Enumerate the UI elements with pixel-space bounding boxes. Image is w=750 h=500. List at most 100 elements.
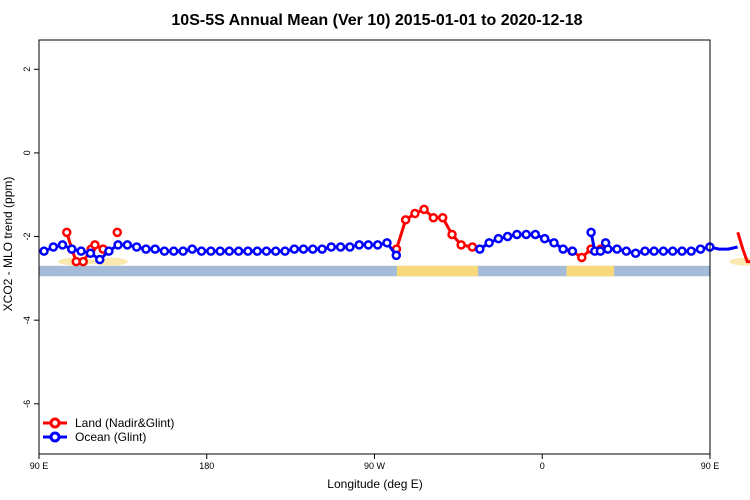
y-tick-label: -4 xyxy=(22,316,32,324)
data-point xyxy=(475,244,485,254)
y-axis-label: XCO2 - MLO trend (ppm) xyxy=(1,177,15,312)
data-point xyxy=(600,238,611,248)
data-point xyxy=(90,240,100,250)
surface-band xyxy=(39,265,710,277)
data-point xyxy=(456,240,466,250)
data-point xyxy=(493,233,504,244)
legend-land-label: Land (Nadir&Glint) xyxy=(75,416,174,430)
y-tick-label: 0 xyxy=(22,150,32,155)
y-axis: 2 0 -2 -4 -6 xyxy=(22,67,39,408)
data-point xyxy=(447,229,457,240)
ocean-band xyxy=(39,265,710,277)
data-point xyxy=(62,227,72,238)
data-point xyxy=(667,246,678,256)
data-point xyxy=(243,246,253,256)
x-tick-label: 0 xyxy=(540,461,545,471)
data-point xyxy=(363,240,374,250)
land-band xyxy=(566,265,615,277)
data-point xyxy=(410,208,420,219)
data-point xyxy=(630,248,641,259)
legend: Land (Nadir&Glint) Ocean (Glint) xyxy=(43,416,174,444)
data-point xyxy=(187,244,197,254)
data-point xyxy=(326,242,337,252)
data-point xyxy=(178,246,188,256)
data-point xyxy=(150,244,160,254)
series-line xyxy=(736,231,750,264)
data-point xyxy=(335,242,346,252)
data-point xyxy=(345,242,355,252)
data-point xyxy=(428,212,439,223)
data-point xyxy=(169,246,179,256)
chart-title: 10S-5S Annual Mean (Ver 10) 2015-01-01 t… xyxy=(171,12,582,29)
data-point xyxy=(549,238,559,248)
x-axis-label: Longitude (deg E) xyxy=(327,477,422,491)
data-point xyxy=(577,252,587,263)
data-point xyxy=(261,246,272,256)
data-point xyxy=(484,238,494,248)
series-ocean xyxy=(39,227,738,265)
data-point xyxy=(67,244,77,254)
data-point xyxy=(612,244,622,254)
data-point xyxy=(521,229,531,240)
data-point xyxy=(233,246,244,256)
y-tick-label: -6 xyxy=(22,400,32,408)
data-point xyxy=(567,246,578,256)
data-point xyxy=(113,240,123,250)
data-point xyxy=(658,246,669,256)
data-point xyxy=(196,246,207,256)
data-point xyxy=(539,233,550,244)
series-land xyxy=(62,204,750,267)
data-point xyxy=(400,215,411,225)
data-point xyxy=(131,242,142,252)
data-point xyxy=(112,227,123,238)
data-point xyxy=(122,240,133,250)
x-tick-label: 90 E xyxy=(30,461,49,471)
data-point xyxy=(530,229,541,240)
data-point xyxy=(586,227,596,238)
data-point xyxy=(298,244,309,254)
data-point xyxy=(141,244,151,254)
data-point xyxy=(85,248,96,259)
land-band xyxy=(396,265,478,277)
data-point xyxy=(467,242,478,252)
data-point xyxy=(437,212,448,223)
data-point xyxy=(224,246,235,256)
data-point xyxy=(48,242,59,252)
data-point xyxy=(502,231,513,242)
data-point xyxy=(270,246,281,256)
data-point xyxy=(280,246,290,256)
data-point xyxy=(95,254,105,265)
data-point xyxy=(391,250,402,261)
data-point xyxy=(512,229,522,240)
x-tick-label: 90 W xyxy=(364,461,386,471)
island-shape xyxy=(729,257,750,266)
data-point xyxy=(57,240,68,250)
data-point xyxy=(621,246,632,256)
data-point xyxy=(252,246,263,256)
data-point xyxy=(289,244,300,254)
data-point xyxy=(372,240,383,250)
data-point xyxy=(78,256,88,267)
x-axis: 90 E 180 90 W 0 90 E xyxy=(30,454,720,471)
legend-ocean-label: Ocean (Glint) xyxy=(75,430,146,444)
data-point xyxy=(308,244,318,254)
x-tick-label: 180 xyxy=(199,461,214,471)
data-point xyxy=(159,246,170,256)
data-point xyxy=(382,238,392,248)
data-point xyxy=(595,246,606,256)
land-silhouettes xyxy=(58,257,750,266)
data-point xyxy=(695,244,706,254)
legend-ocean-marker xyxy=(49,431,61,443)
legend-land-marker xyxy=(49,417,61,429)
data-point xyxy=(419,204,429,215)
data-point xyxy=(317,244,327,254)
data-point xyxy=(39,246,49,256)
series-layer xyxy=(39,204,750,267)
data-point xyxy=(215,246,225,256)
data-point xyxy=(104,246,114,256)
y-tick-label: -2 xyxy=(22,233,32,241)
data-point xyxy=(649,246,659,256)
data-point xyxy=(640,246,650,256)
x-tick-label: 90 E xyxy=(701,461,720,471)
